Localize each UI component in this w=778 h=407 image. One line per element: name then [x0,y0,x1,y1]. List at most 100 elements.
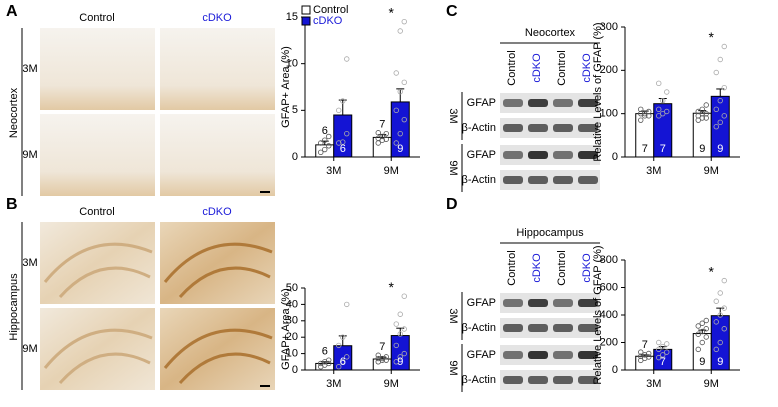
data-point [721,277,727,284]
data-point [695,346,701,353]
data-point [642,110,648,117]
blot-band [578,351,598,359]
lane-label: Control [506,250,518,285]
data-point [383,130,389,137]
data-point [340,334,346,340]
data-point [401,18,407,25]
data-point [397,354,403,360]
data-point [393,321,399,327]
micrograph [40,222,155,304]
row-label: 9M [22,343,37,355]
y-tick-label: 200 [600,336,618,348]
data-point [664,89,670,95]
n-label: 9 [699,356,705,368]
blot-band [553,376,573,384]
blot-band [503,376,523,384]
data-point [656,346,662,353]
data-point [717,56,723,63]
n-label: 7 [642,339,648,351]
blot-strip [500,93,600,113]
y-tick-label: 600 [600,281,618,293]
data-point [717,119,723,126]
data-point [660,343,666,350]
data-point [703,326,709,332]
data-point [397,130,403,137]
column-label: cDKO [202,12,232,24]
data-point [322,137,328,143]
n-label: 9 [397,143,403,155]
data-point [660,110,666,117]
y-axis-label: GFAP+ Area (%) [280,288,292,370]
blot-band [553,351,573,359]
y-tick-label: 400 [600,309,618,321]
data-point [713,106,719,113]
panel-letter: A [6,3,18,20]
row-label: 3M [22,257,37,269]
panel-letter: D [446,196,458,213]
blot-band [528,176,548,184]
blot-band [528,299,548,307]
n-label: 6 [340,143,346,155]
blot-strip [500,170,600,190]
row-label: 3M [22,63,37,75]
y-axis-label: GFAP+ Area (%) [280,46,292,128]
micrograph [40,308,155,390]
blot-band [528,324,548,332]
data-point [401,116,407,123]
data-point [318,149,324,156]
data-point [383,354,389,360]
blot-band [553,299,573,307]
y-tick-label: 15 [286,11,298,23]
row-label: 9M [22,149,37,161]
data-point [703,317,709,324]
micrograph [40,114,155,196]
n-label: 7 [379,341,385,353]
data-point [393,359,399,365]
region-label: Neocortex [8,87,20,138]
n-label: 7 [660,143,666,155]
protein-label: β-Actin [462,374,496,386]
data-point [393,70,399,76]
scale-bar [260,191,270,193]
micrograph [160,114,275,196]
blot-band [528,99,548,107]
data-point [642,113,648,119]
y-tick-label: 10 [286,58,298,70]
data-point [336,107,342,114]
y-tick-label: 10 [286,348,298,360]
age-label: 3M [447,108,459,123]
n-label: 7 [379,119,385,131]
legend-label: cDKO [313,15,343,27]
y-tick-label: 0 [612,151,618,163]
data-point [393,107,399,114]
blot-band [578,151,598,159]
hippocampus-outline [163,242,273,298]
panel-letter: B [6,196,18,213]
data-point [717,339,723,346]
data-point [660,352,666,358]
blot-band [578,176,598,184]
n-label: 6 [322,125,328,137]
data-point [695,323,701,329]
x-tick-label: 9M [704,378,719,390]
data-point [340,98,346,104]
blot-band [503,299,523,307]
n-label: 9 [717,143,723,155]
y-tick-label: 200 [600,64,618,76]
hippocampus-outline [163,328,273,384]
data-point [713,346,719,353]
lane-label: Control [506,50,518,85]
data-point [660,97,666,104]
lane-label: cDKO [531,53,543,83]
blot-band [503,99,523,107]
data-point [695,108,701,115]
data-point [721,305,727,311]
age-label: 9M [447,160,459,175]
column-label: Control [79,206,114,218]
x-tick-label: 3M [326,378,341,390]
blot-band [553,176,573,184]
data-point [401,350,407,357]
y-tick-label: 0 [292,151,298,163]
age-label: 3M [447,308,459,323]
n-label: 9 [397,356,403,368]
